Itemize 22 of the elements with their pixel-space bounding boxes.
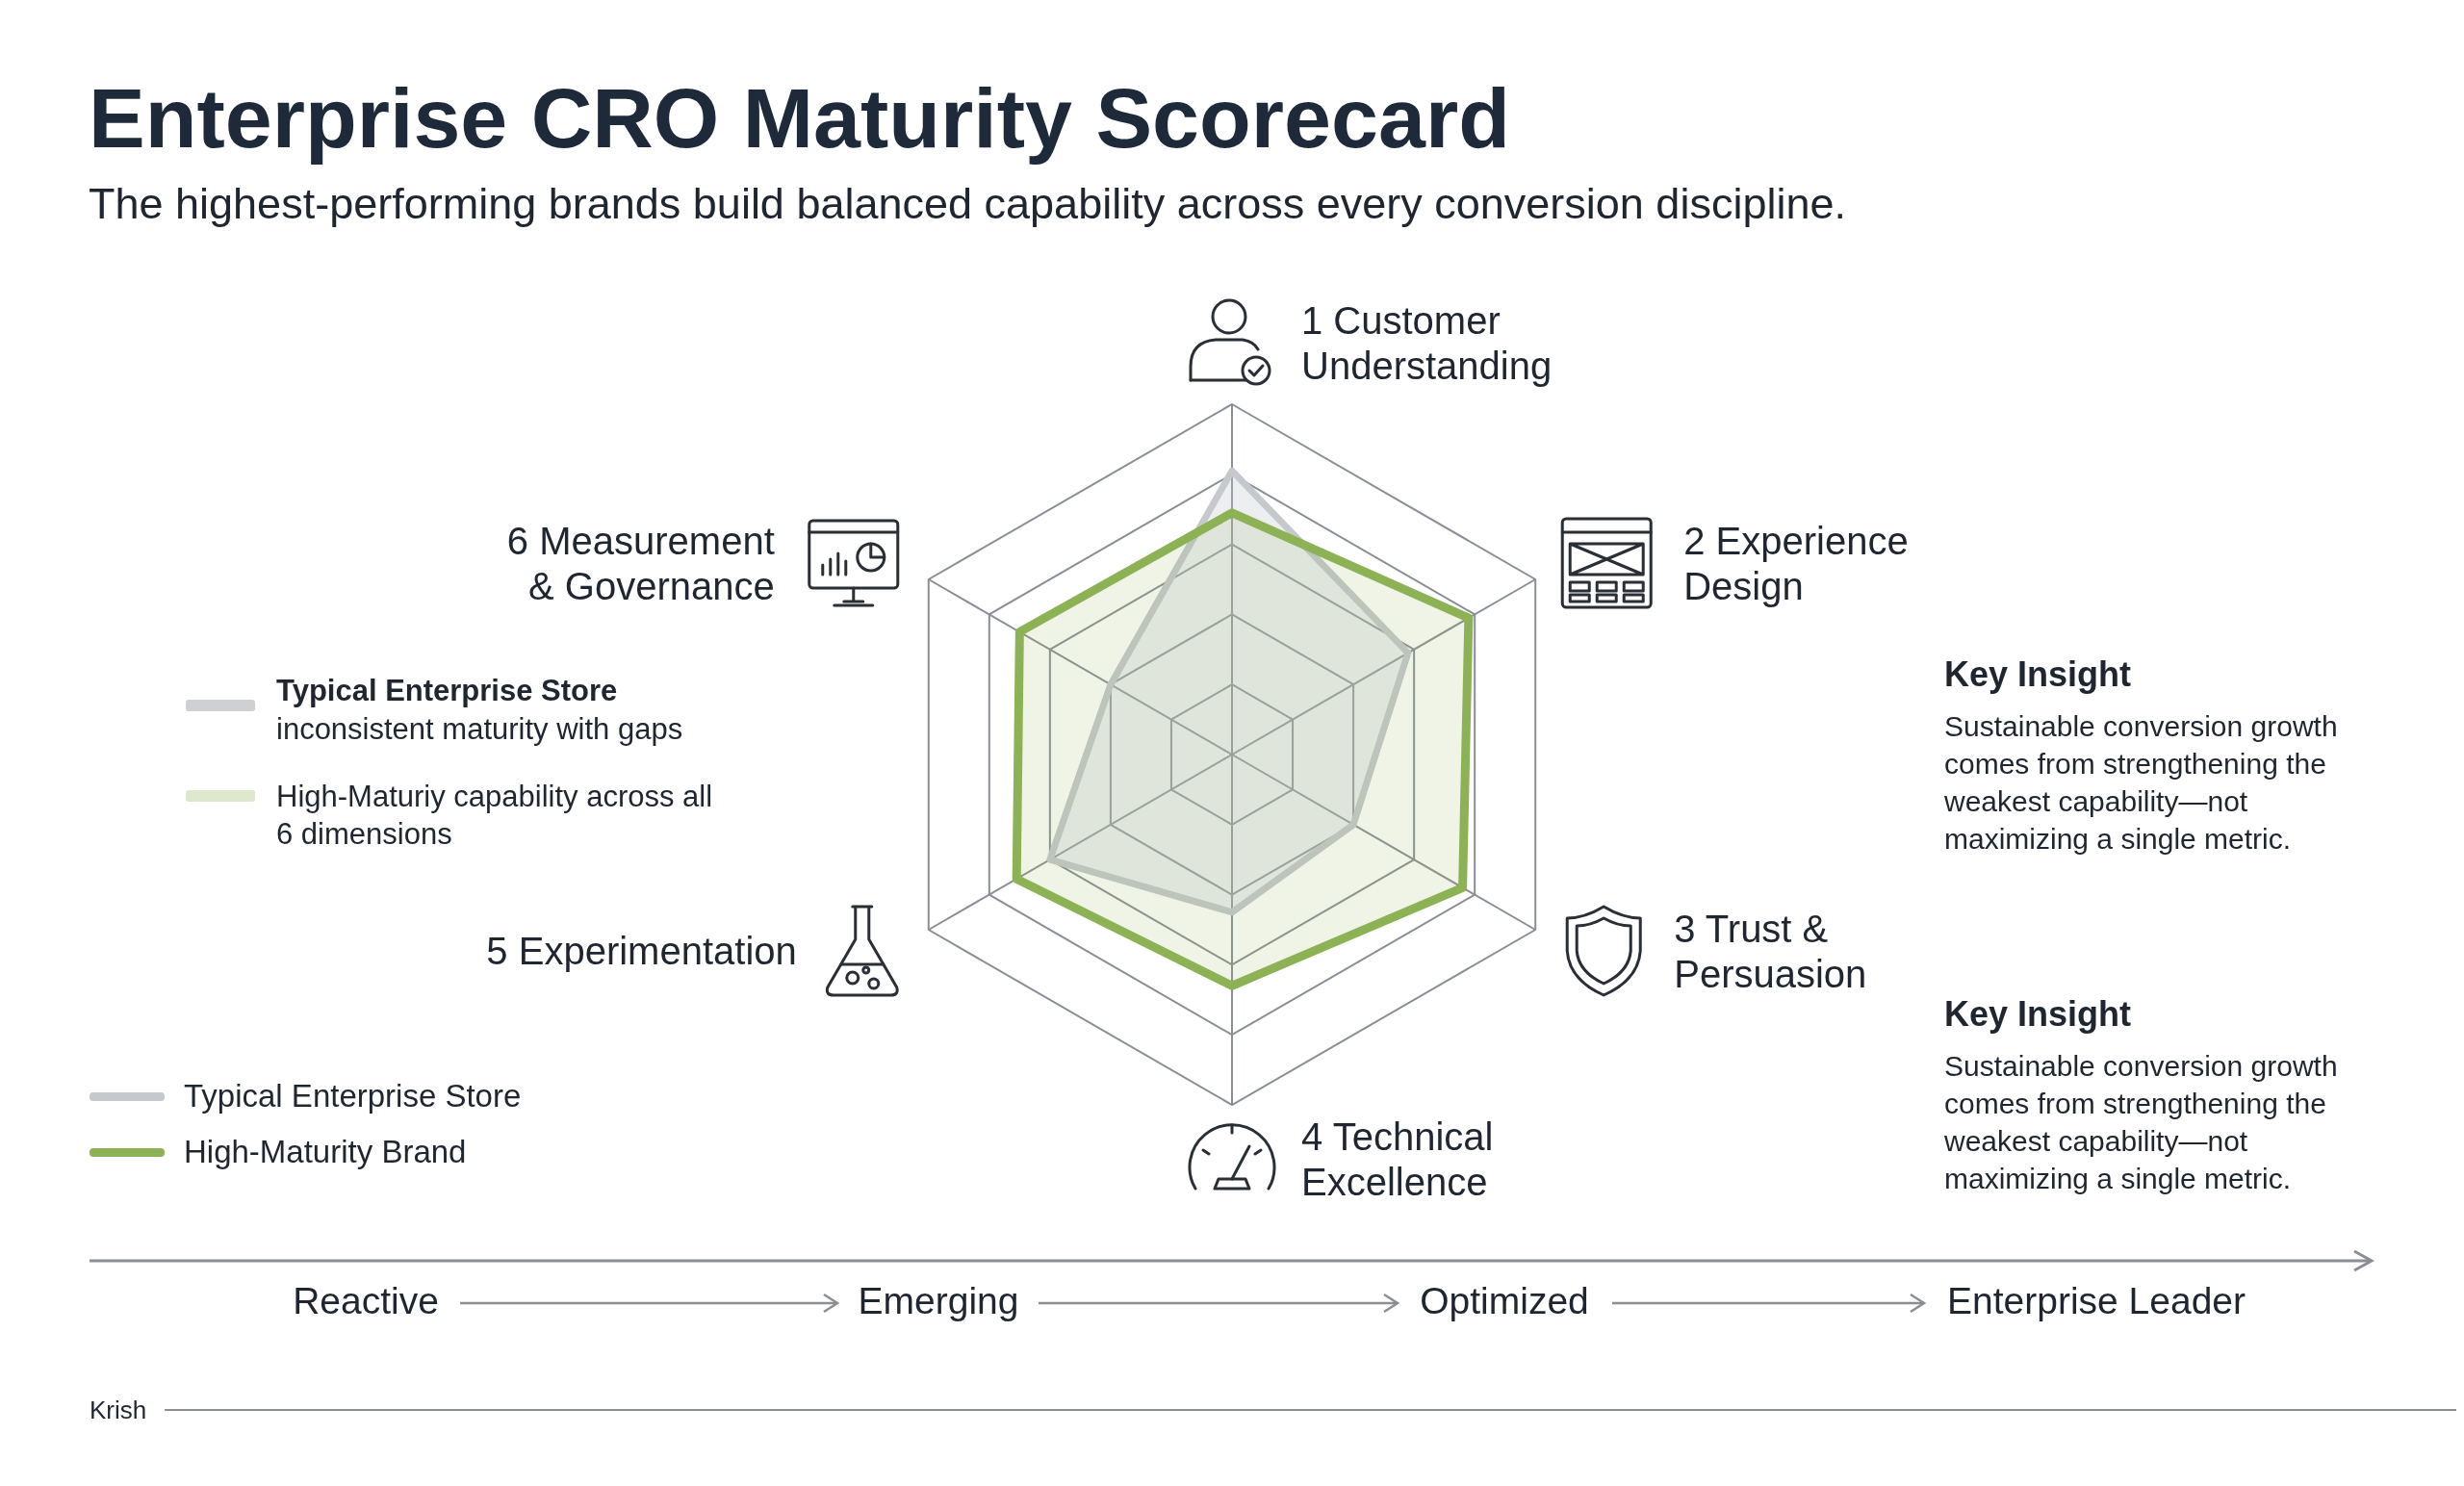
- text: Key Insight: [1944, 654, 2132, 695]
- text: Emerging: [857, 1280, 1020, 1322]
- spoke-label: 5 Experimentation: [486, 930, 797, 972]
- spoke-label: 4 Technical Excellence: [1301, 1115, 1494, 1203]
- spoke-label: 6 Measurement & Governance: [506, 520, 775, 607]
- legend-label: Typical Enterprise Store: [184, 1078, 522, 1114]
- chart-title: Enterprise CRO Maturity Scorecard: [89, 69, 1510, 167]
- text: Key Insight: [1944, 994, 2132, 1035]
- text: Optimized: [1419, 1280, 1590, 1322]
- text: High-Maturiy capability across all 6 dimensions: [276, 779, 714, 853]
- text: inconsistent maturity with gaps: [276, 712, 683, 747]
- text: Sustainable conversion growth comes from strengthening the weakest capability—not maximizing a single metric.: [1944, 1049, 2339, 1196]
- legend-label: High-Maturity Brand: [184, 1134, 467, 1170]
- text: Typical Enterprise Store: [276, 674, 618, 708]
- text: Enterprise Leader: [1946, 1280, 2246, 1322]
- chart-subtitle: The highest-performing brands build balanced capability across every conversion discipline.: [89, 179, 1846, 229]
- text: Sustainable conversion growth comes from strengthening the weakest capability—not maximizing a single metric.: [1944, 709, 2339, 857]
- spoke-label: 3 Trust & Persuasion: [1674, 908, 1867, 995]
- text: Krish: [90, 1396, 147, 1425]
- spoke-label: 2 Experience Design: [1683, 520, 1909, 607]
- spoke-label: 1 Customer Understanding: [1301, 299, 1553, 387]
- text: Reactive: [292, 1280, 440, 1322]
